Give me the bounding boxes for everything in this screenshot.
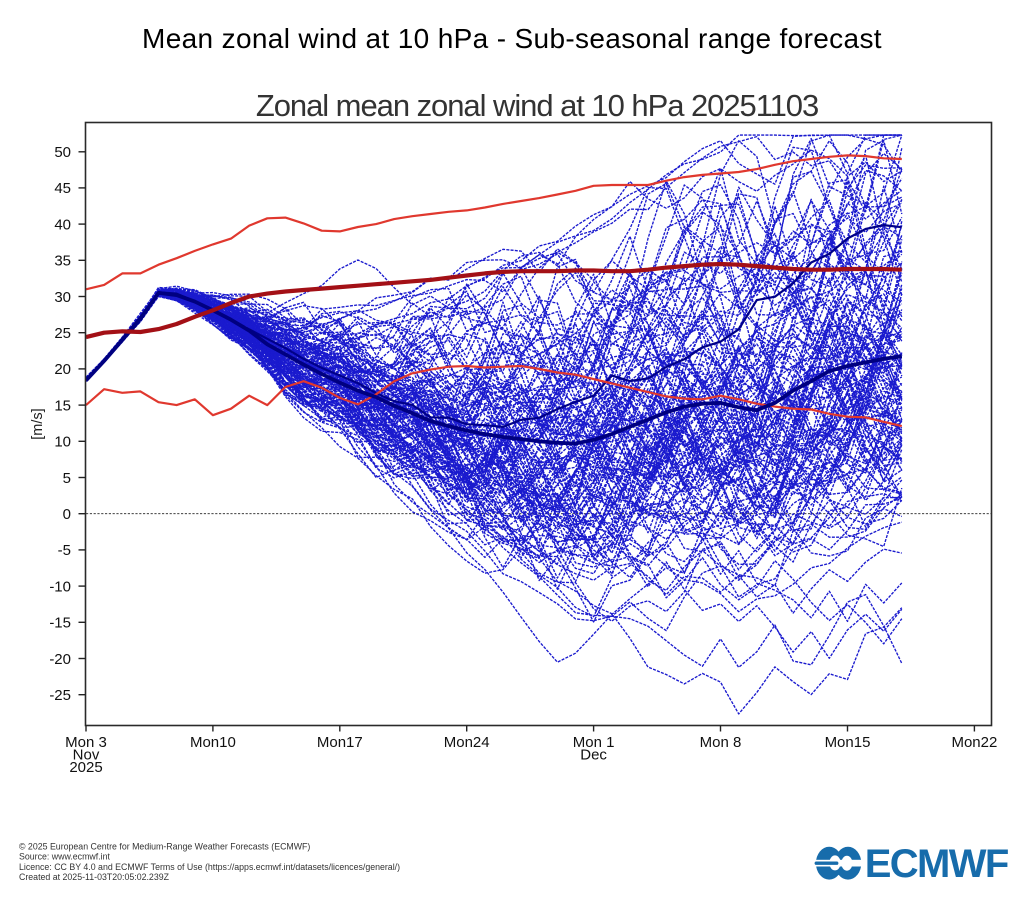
svg-text:50: 50: [54, 144, 71, 161]
svg-text:25: 25: [54, 325, 71, 342]
svg-text:Mon24: Mon24: [444, 734, 490, 751]
svg-text:Mon 1: Mon 1: [573, 734, 615, 751]
svg-text:-25: -25: [49, 687, 71, 704]
svg-text:45: 45: [54, 180, 71, 197]
svg-text:© 2025 European Centre for Med: © 2025 European Centre for Medium-Range …: [19, 842, 310, 852]
svg-text:15: 15: [54, 397, 71, 414]
svg-text:Mon15: Mon15: [825, 734, 871, 751]
svg-text:Mon 8: Mon 8: [700, 734, 742, 751]
svg-text:Nov: Nov: [73, 747, 100, 764]
svg-text:Mon10: Mon10: [190, 734, 236, 751]
svg-text:Licence: CC BY 4.0 and ECMWF T: Licence: CC BY 4.0 and ECMWF Terms of Us…: [19, 862, 400, 872]
svg-text:-5: -5: [58, 542, 71, 559]
svg-text:Source: www.ecmwf.int: Source: www.ecmwf.int: [19, 852, 110, 862]
svg-text:0: 0: [63, 506, 71, 523]
svg-text:-20: -20: [49, 651, 71, 668]
svg-text:Created at 2025-11-03T20:05:02: Created at 2025-11-03T20:05:02.239Z: [19, 872, 170, 882]
svg-text:40: 40: [54, 216, 71, 233]
svg-text:Mon 3: Mon 3: [65, 734, 107, 751]
svg-text:-10: -10: [49, 578, 71, 595]
svg-text:2025: 2025: [69, 759, 102, 776]
svg-text:Mon17: Mon17: [317, 734, 363, 751]
svg-text:[m/s]: [m/s]: [30, 408, 46, 439]
svg-text:Zonal mean zonal wind at 10 hP: Zonal mean zonal wind at 10 hPa 20251103: [256, 88, 818, 123]
svg-text:5: 5: [63, 470, 71, 487]
svg-text:30: 30: [54, 289, 71, 306]
svg-text:Dec: Dec: [580, 747, 607, 764]
svg-text:20: 20: [54, 361, 71, 378]
svg-text:ECMWF: ECMWF: [865, 842, 1008, 886]
svg-text:10: 10: [54, 434, 71, 451]
svg-text:Mon22: Mon22: [951, 734, 997, 751]
svg-text:-15: -15: [49, 615, 71, 632]
svg-text:Mean zonal wind at 10 hPa - Su: Mean zonal wind at 10 hPa - Sub-seasonal…: [142, 23, 882, 54]
svg-text:35: 35: [54, 253, 71, 270]
